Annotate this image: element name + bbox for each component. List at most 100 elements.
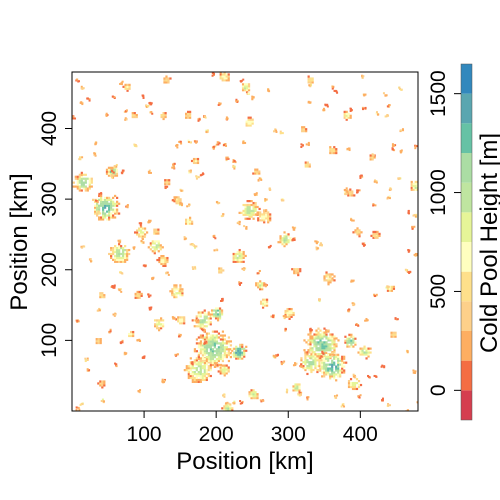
cold-pool-cell xyxy=(199,361,202,364)
cold-pool-cell xyxy=(226,156,229,159)
cold-pool-cell xyxy=(249,120,252,123)
cold-pool-cell xyxy=(309,343,312,346)
cold-pool-cell xyxy=(358,189,361,192)
cold-pool-cell xyxy=(211,352,215,355)
cold-pool-cell xyxy=(290,311,293,315)
cold-pool-cell xyxy=(371,156,374,159)
cold-pool-cell xyxy=(191,378,194,382)
cold-pool-cell xyxy=(112,204,115,207)
cold-pool-cell xyxy=(337,373,340,376)
cold-pool-cell xyxy=(337,353,340,356)
cold-pool-cell xyxy=(315,341,318,344)
cold-pool-cell xyxy=(333,150,336,153)
cold-pool-cell xyxy=(358,396,361,399)
cold-pool-cell xyxy=(223,342,227,345)
cold-pool-cell xyxy=(321,349,324,352)
cold-pool-cell xyxy=(282,315,285,318)
cold-pool-cell xyxy=(80,87,83,90)
cold-pool-cell xyxy=(185,112,188,115)
cold-pool-cell xyxy=(191,222,194,225)
cold-pool-cell xyxy=(337,369,340,372)
cold-pool-cell xyxy=(362,75,365,78)
cold-pool-cell xyxy=(156,327,159,330)
cold-pool-cell xyxy=(333,353,336,356)
cold-pool-cell xyxy=(93,152,96,155)
cold-pool-cell xyxy=(95,341,98,345)
cold-pool-cell xyxy=(218,142,221,145)
cold-pool-cell xyxy=(142,241,145,244)
cold-pool-cell xyxy=(307,81,310,84)
cold-pool-cell xyxy=(383,366,386,369)
cold-pool-cell xyxy=(229,407,232,410)
cold-pool-cell xyxy=(108,218,111,221)
cold-pool-cell xyxy=(327,277,330,280)
cold-pool-cell xyxy=(201,354,205,357)
cold-pool-cell xyxy=(223,72,226,74)
cold-pool-cell xyxy=(212,146,215,149)
cold-pool-cell xyxy=(116,202,119,205)
cold-pool-cell xyxy=(234,260,237,263)
cold-pool-cell xyxy=(285,241,288,244)
cold-pool-cell xyxy=(331,371,334,374)
cold-pool-cell xyxy=(105,113,108,116)
cold-pool-cell xyxy=(323,375,326,378)
cold-pool-cell xyxy=(396,318,399,321)
cold-pool-cell xyxy=(99,212,102,215)
colorbar-bin xyxy=(461,123,472,153)
cold-pool-cell xyxy=(373,180,376,183)
cold-pool-cell xyxy=(147,246,150,249)
cold-pool-cell xyxy=(333,275,336,278)
cold-pool-cell xyxy=(189,357,192,360)
cold-pool-cell xyxy=(343,371,346,374)
cold-pool-cell xyxy=(240,258,243,261)
cold-pool-cell xyxy=(206,129,209,132)
cold-pool xyxy=(238,200,261,220)
cold-pool-cell xyxy=(78,175,81,178)
cold-pool-cell xyxy=(124,252,127,256)
cold-pool xyxy=(307,75,314,84)
cold-pool-cell xyxy=(81,156,84,159)
cold-pool-cell xyxy=(218,102,221,105)
cold-pool-cell xyxy=(226,401,229,404)
cold-pool-cell xyxy=(414,184,417,187)
cold-pool-cell xyxy=(100,204,103,207)
cold-pool-cell xyxy=(254,170,257,173)
cold-pool-cell xyxy=(105,170,109,173)
cold-pool-cell xyxy=(346,337,349,340)
cold-pool-cell xyxy=(225,356,229,359)
cold-pool-cell xyxy=(179,198,182,201)
cold-pool-cell xyxy=(122,252,125,256)
cold-pool-cell xyxy=(352,341,355,344)
cold-pool-cell xyxy=(219,363,223,367)
cold-pool-cell xyxy=(207,317,210,320)
cold-pool-cell xyxy=(331,347,334,350)
cold-pool-cell xyxy=(258,172,261,175)
cold-pool-cell xyxy=(113,285,116,288)
cold-pool-cell xyxy=(263,300,267,303)
cold-pool-cell xyxy=(370,234,373,237)
cold-pool-cell xyxy=(199,374,202,378)
cold-pool-cell xyxy=(78,173,81,176)
cold-pool-cell xyxy=(309,345,312,348)
cold-pool-cell xyxy=(164,112,167,115)
colorbar-bin xyxy=(461,271,472,302)
cold-pool-cell xyxy=(369,156,372,159)
cold-pool-cell xyxy=(347,116,350,119)
cold-pool-cell xyxy=(376,230,379,234)
cold-pool-cell xyxy=(317,347,320,350)
cold-pool-cell xyxy=(162,260,165,264)
cold-pool-cell xyxy=(399,88,402,91)
cold-pool-cell xyxy=(325,357,328,360)
cold-pool-cell xyxy=(172,292,175,295)
cold-pool-cell xyxy=(139,227,143,230)
cold-pool-cell xyxy=(297,392,300,395)
cold-pool-cell xyxy=(231,407,234,410)
cold-pool-cell xyxy=(233,165,236,168)
cold-pool-cell xyxy=(171,166,174,169)
cold-pool-cell xyxy=(191,367,194,370)
cold-pool-cell xyxy=(329,277,332,280)
cold-pool xyxy=(301,126,308,133)
cold-pool-cell xyxy=(387,404,390,407)
cold-pool-cell xyxy=(100,399,103,402)
